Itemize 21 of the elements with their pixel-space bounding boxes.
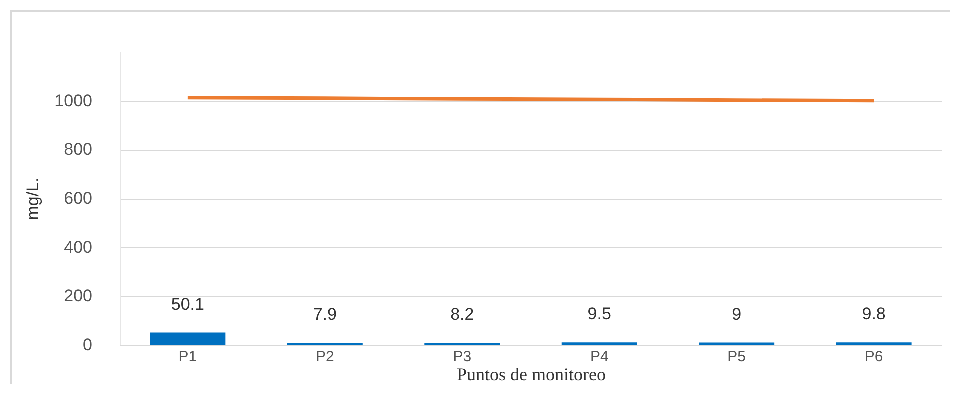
data-label: 50.1	[171, 294, 204, 314]
y-axis-title: mg/L.	[24, 178, 43, 220]
y-tick-label: 200	[64, 286, 92, 306]
x-tick-label: P6	[864, 348, 884, 366]
y-tick-label: 1000	[54, 91, 92, 110]
x-tick-label: P5	[728, 348, 746, 366]
data-label: 9.5	[588, 304, 612, 324]
data-label: 9.8	[862, 304, 886, 324]
data-label: 7.9	[313, 305, 337, 324]
y-tick-label: 400	[64, 238, 92, 257]
x-axis-title: Puntos de monitoreo	[457, 364, 606, 384]
x-tick-label: P4	[590, 348, 609, 366]
bar	[150, 332, 226, 345]
data-label: 9	[732, 304, 742, 324]
x-tick-label: P1	[178, 348, 198, 366]
x-tick-label: P3	[453, 348, 472, 366]
y-tick-label: 600	[64, 189, 92, 208]
y-tick-label: 800	[64, 140, 92, 160]
x-tick-label: P2	[316, 348, 334, 366]
y-tick-label: 0	[83, 336, 92, 354]
data-label: 8.2	[450, 305, 474, 324]
